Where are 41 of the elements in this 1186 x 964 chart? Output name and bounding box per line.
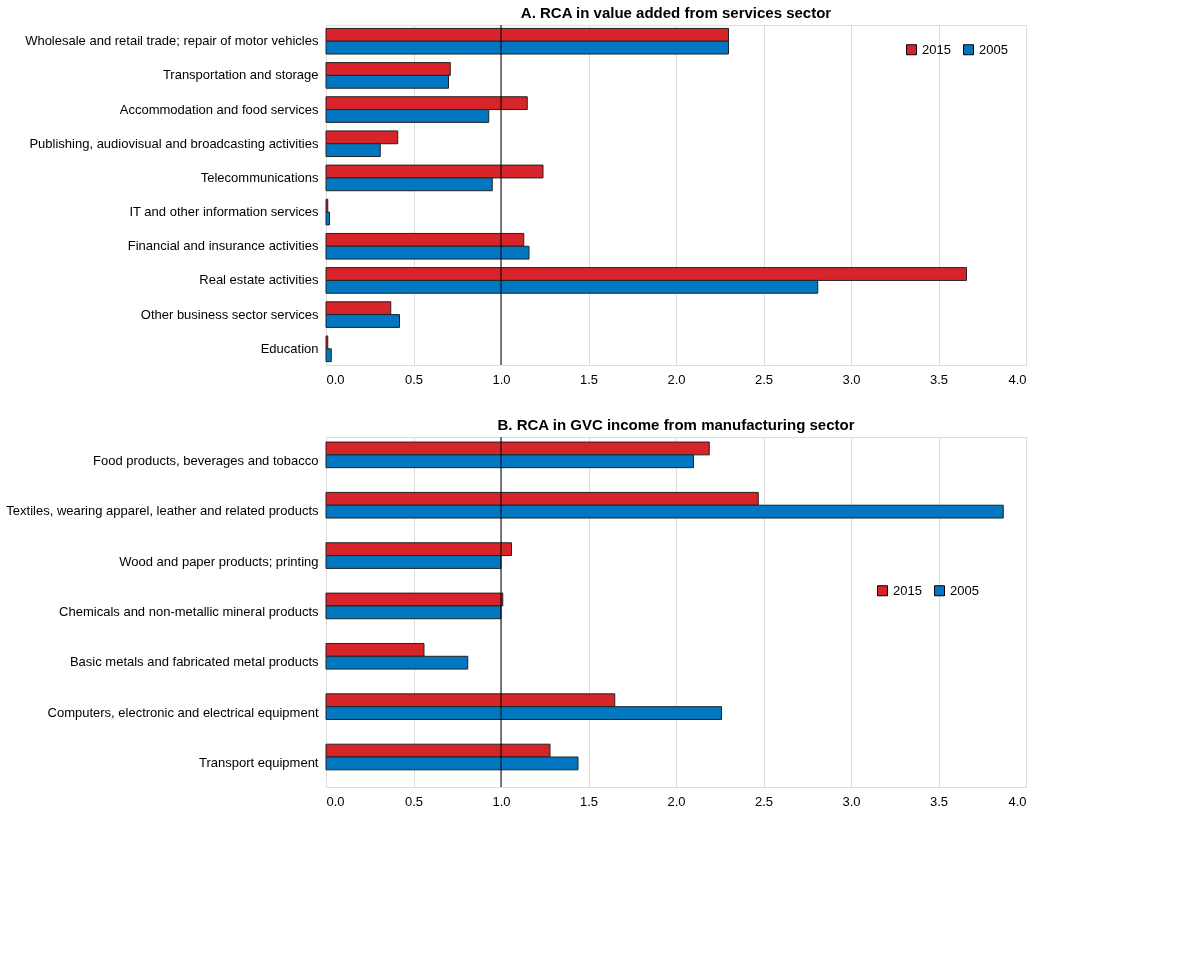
x-tick-label: 3.5 bbox=[929, 793, 949, 809]
x-tick-label: 3.0 bbox=[842, 793, 861, 809]
y-tick-label: Other business sector services bbox=[140, 306, 319, 322]
x-tick-label: 3.5 bbox=[929, 371, 949, 387]
chart-title: B. RCA in GVC income from manufacturing sector bbox=[497, 415, 855, 433]
y-tick-label: Transport equipment bbox=[199, 755, 319, 771]
legend-label: 2005 bbox=[979, 41, 1008, 57]
y-tick-label: Computers, electronic and electrical equipment bbox=[47, 704, 319, 720]
legend-label: 2015 bbox=[893, 582, 922, 598]
y-tick-label: Textiles, wearing apparel, leather and related products bbox=[6, 503, 319, 519]
x-tick-label: 4.0 bbox=[1008, 371, 1027, 387]
y-tick-label: Transportation and storage bbox=[162, 67, 319, 83]
x-tick-label: 2.0 bbox=[667, 371, 686, 387]
x-tick-label: 1.0 bbox=[492, 371, 511, 387]
y-tick-label: Real estate activities bbox=[199, 272, 319, 288]
y-tick-label: Wood and paper products; printing bbox=[119, 553, 319, 569]
x-tick-label: 0.5 bbox=[404, 371, 424, 387]
x-tick-label: 3.0 bbox=[842, 371, 861, 387]
y-tick-label: Education bbox=[260, 340, 319, 356]
y-tick-label: Basic metals and fabricated metal products bbox=[69, 654, 319, 670]
chart-title: A. RCA in value added from services sector bbox=[520, 3, 832, 21]
x-tick-label: 1.5 bbox=[579, 793, 599, 809]
x-tick-label: 4.0 bbox=[1008, 793, 1027, 809]
x-tick-label: 1.0 bbox=[492, 793, 511, 809]
legend-label: 2005 bbox=[950, 582, 979, 598]
y-tick-label: Chemicals and non-metallic mineral products bbox=[59, 604, 319, 619]
y-tick-label: Publishing, audiovisual and broadcasting activities bbox=[29, 135, 319, 151]
x-tick-label: 2.0 bbox=[667, 793, 686, 809]
x-tick-label: 2.5 bbox=[754, 793, 774, 809]
y-tick-label: IT and other information services bbox=[129, 204, 319, 220]
y-tick-label: Accommodation and food services bbox=[119, 101, 319, 117]
legend-label: 2015 bbox=[922, 41, 951, 57]
x-tick-label: 0.5 bbox=[404, 793, 424, 809]
x-tick-label: 2.5 bbox=[754, 371, 774, 387]
y-tick-label: Telecommunications bbox=[200, 169, 319, 185]
x-tick-label: 0.0 bbox=[326, 371, 345, 387]
x-tick-label: 1.5 bbox=[579, 371, 599, 387]
x-tick-label: 0.0 bbox=[326, 793, 345, 809]
y-tick-label: Food products, beverages and tobacco bbox=[93, 452, 319, 468]
y-tick-label: Wholesale and retail trade; repair of motor vehicles bbox=[25, 33, 319, 49]
y-tick-label: Financial and insurance activities bbox=[127, 238, 319, 254]
